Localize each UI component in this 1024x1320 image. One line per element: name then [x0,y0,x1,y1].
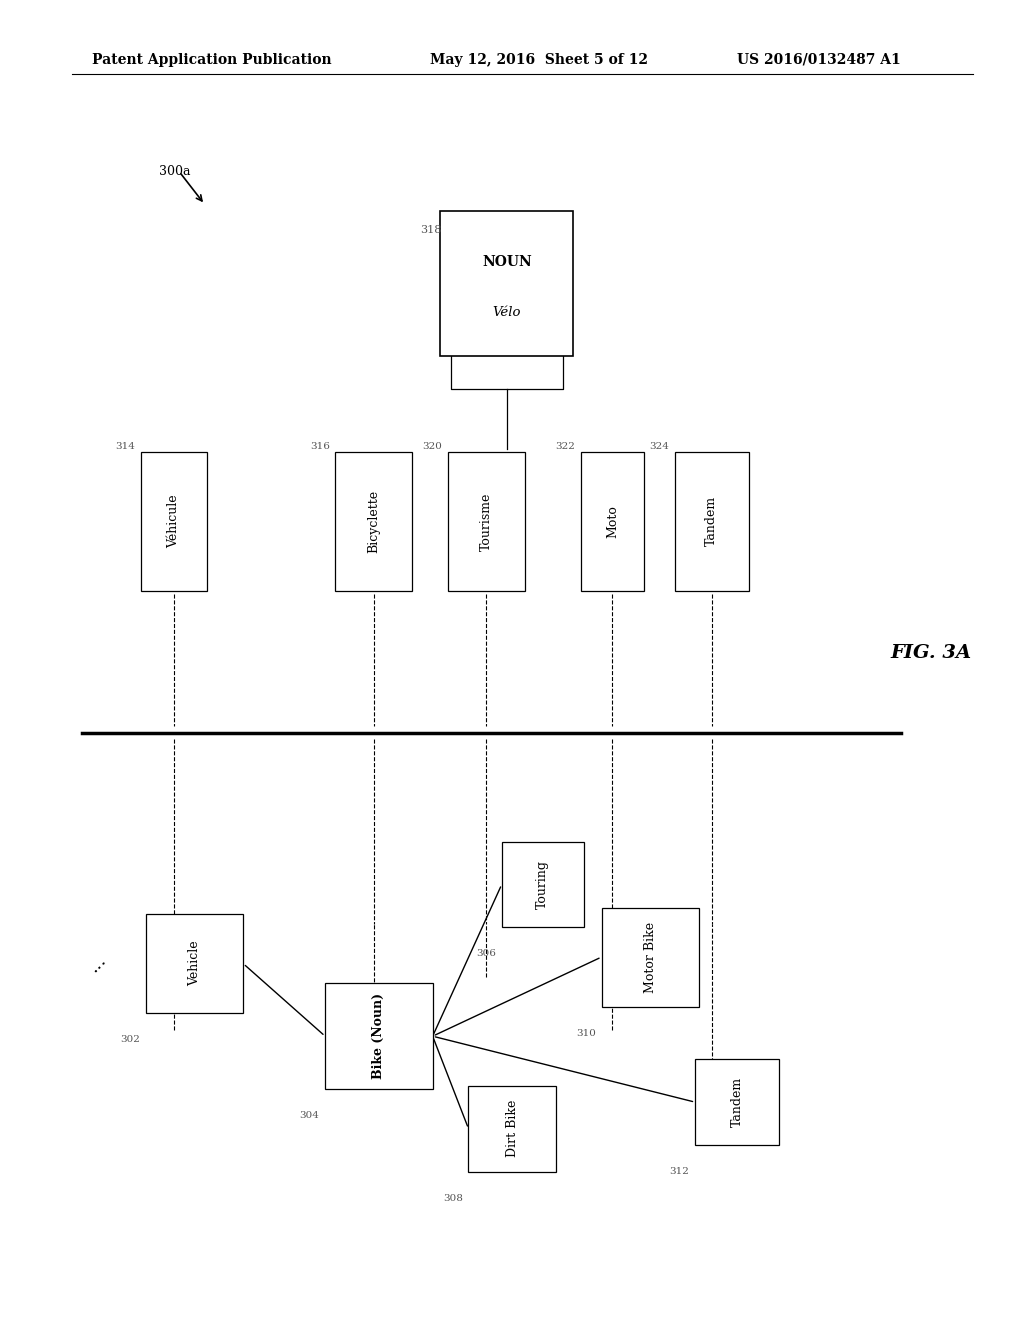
Text: 310: 310 [575,1028,596,1038]
FancyBboxPatch shape [141,451,207,591]
Text: 304: 304 [299,1111,319,1121]
Text: 308: 308 [442,1193,463,1203]
Text: NOUN: NOUN [482,255,531,269]
Text: 306: 306 [476,949,496,958]
FancyBboxPatch shape [440,211,573,356]
FancyBboxPatch shape [602,908,698,1006]
Text: Vélo: Vélo [493,306,521,319]
FancyBboxPatch shape [336,451,412,591]
FancyBboxPatch shape [502,842,584,927]
Text: 312: 312 [670,1167,689,1176]
Text: 316: 316 [309,442,330,451]
Text: 300a: 300a [159,165,190,178]
Text: Touring: Touring [537,859,549,909]
Text: Tandem: Tandem [706,496,718,546]
FancyBboxPatch shape [581,451,644,591]
FancyBboxPatch shape [675,451,749,591]
Text: 324: 324 [649,442,669,451]
Text: Tourisme: Tourisme [480,492,493,550]
Text: Vehicle: Vehicle [188,941,201,986]
Text: ...: ... [85,950,110,977]
FancyBboxPatch shape [146,913,244,1014]
FancyBboxPatch shape [469,1085,555,1172]
Text: 322: 322 [555,442,574,451]
Text: Tandem: Tandem [731,1077,743,1127]
Text: 320: 320 [422,442,442,451]
Text: Bicyclette: Bicyclette [368,490,380,553]
FancyBboxPatch shape [326,983,432,1089]
Text: US 2016/0132487 A1: US 2016/0132487 A1 [737,53,901,67]
FancyBboxPatch shape [449,451,524,591]
Text: Bike (Noun): Bike (Noun) [373,993,385,1080]
Text: 302: 302 [121,1035,140,1044]
Text: Patent Application Publication: Patent Application Publication [92,53,332,67]
Text: Dirt Bike: Dirt Bike [506,1100,518,1158]
Text: 318: 318 [420,224,441,235]
FancyBboxPatch shape [695,1059,779,1144]
Text: FIG. 3A: FIG. 3A [891,644,972,663]
Text: Motor Bike: Motor Bike [644,921,656,993]
Text: May 12, 2016  Sheet 5 of 12: May 12, 2016 Sheet 5 of 12 [430,53,648,67]
Text: Véhicule: Véhicule [168,495,180,548]
Text: Moto: Moto [606,506,618,537]
Text: 314: 314 [116,442,135,451]
